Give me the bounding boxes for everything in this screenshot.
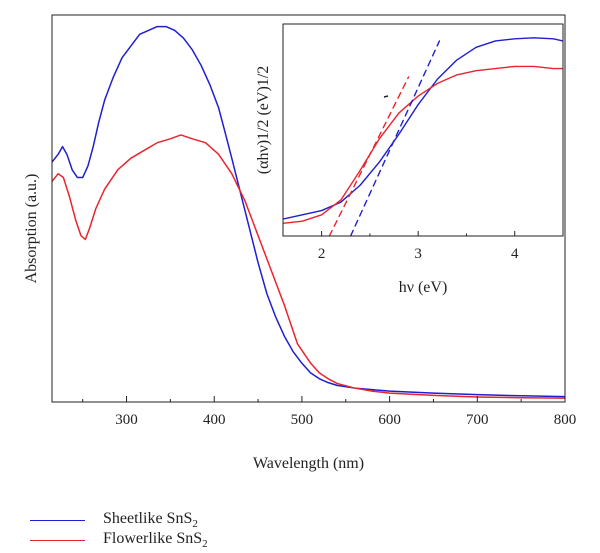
main-x-tick-label-5: 800 xyxy=(554,412,577,428)
inset-x-axis-title: hν (eV) xyxy=(399,279,448,296)
inset-x-tick-label-1: 3 xyxy=(414,246,422,262)
main-x-tick-label-0: 300 xyxy=(115,412,138,428)
legend-item-flowerlike: Flowerlike SnS2 xyxy=(30,530,330,550)
inset-series-line-1 xyxy=(283,65,563,224)
legend-label-sheetlike: Sheetlike SnS xyxy=(103,509,193,527)
inset-frame xyxy=(282,23,564,237)
main-x-tick-label-2: 500 xyxy=(291,412,314,428)
inset-marker xyxy=(383,95,389,98)
inset-x-tick-label-0: 2 xyxy=(318,246,326,262)
legend: Sheetlike SnS2 Flowerlike SnS2 xyxy=(30,510,330,550)
main-plot: 300 400 500 600 700 800 Wavelength (nm) Absorpt… xyxy=(23,14,577,472)
absorption-figure: 300 400 500 600 700 800 Wavelength (nm) Absorpt… xyxy=(23,14,577,472)
inset-series-line-0 xyxy=(283,37,563,220)
legend-swatch-sheetlike xyxy=(30,519,85,521)
legend-swatch-flowerlike xyxy=(30,539,85,541)
main-x-tick-label-1: 400 xyxy=(203,412,226,428)
main-x-axis-title: Wavelength (nm) xyxy=(253,455,364,472)
inset-y-axis-title: (αhν)1/2 (eV)1/2 xyxy=(255,66,272,174)
inset-background xyxy=(283,24,563,236)
main-series-line-0 xyxy=(52,25,565,398)
main-x-tick-label-4: 700 xyxy=(466,412,489,428)
legend-item-sheetlike: Sheetlike SnS2 xyxy=(30,510,330,530)
main-series-line-1 xyxy=(52,134,565,399)
legend-label-flowerlike: Flowerlike SnS xyxy=(103,529,203,547)
main-x-tick-label-3: 600 xyxy=(378,412,401,428)
main-series-group xyxy=(52,25,565,399)
inset-tangent-line-3 xyxy=(328,76,410,236)
inset-series-group xyxy=(283,37,563,236)
legend-sub-sheetlike: 2 xyxy=(192,518,198,531)
main-frame xyxy=(51,14,566,403)
inset-tangent-line-2 xyxy=(349,40,441,236)
inset-x-tick-label-2: 4 xyxy=(511,246,519,262)
inset-plot: 2 3 4 hν (eV) (αhν)1/2 (eV)1/2 xyxy=(255,23,564,296)
main-y-axis-title: Absorption (a.u.) xyxy=(23,174,40,284)
legend-sub-flowerlike: 2 xyxy=(202,538,208,551)
